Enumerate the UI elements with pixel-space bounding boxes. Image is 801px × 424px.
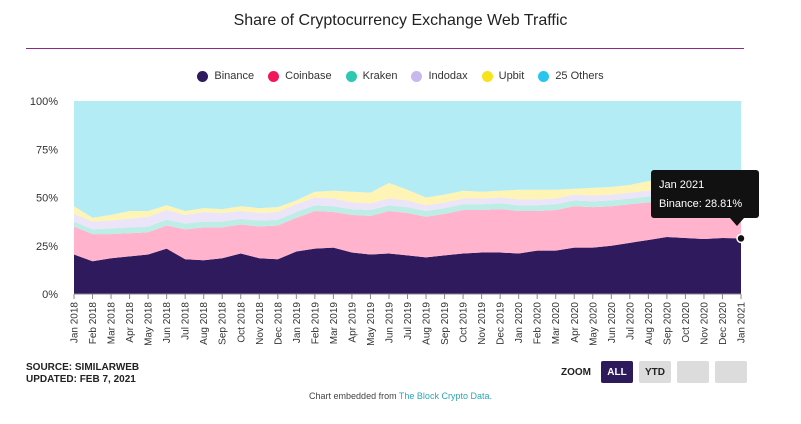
x-tick-label: Jan 2021 [737,302,748,344]
zoom-label: ZOOM [561,366,591,378]
x-tick-label: May 2018 [144,302,155,346]
x-tick-label: Jul 2018 [181,302,192,340]
zoom-ytd-button[interactable]: YTD [639,361,671,383]
legend-label-indodax: Indodax [428,70,468,82]
zoom-range-start-input[interactable] [677,361,709,383]
x-tick-label: Mar 2020 [551,302,562,345]
title-divider [26,48,744,49]
legend-swatch-indodax [411,70,423,82]
x-tick-label: Dec 2020 [718,302,729,345]
x-tick-label: Jan 2018 [70,302,81,344]
x-tick-label: Jul 2020 [625,302,636,340]
y-tick-label: 100% [30,96,58,108]
x-tick-label: Dec 2018 [273,302,284,345]
area-series-coinbase[interactable] [74,197,741,262]
legend-label-kraken: Kraken [362,70,398,82]
x-tick-label: Nov 2019 [477,302,488,345]
x-tick-label: Apr 2018 [125,302,136,343]
x-tick-label: Oct 2020 [681,302,692,343]
area-series-binance[interactable] [74,237,741,294]
x-tick-label: Feb 2020 [533,302,544,345]
legend: Binance Coinbase Kraken Indodax Upbit 25… [0,70,801,82]
legend-label-others: 25 Others [555,70,604,82]
x-tick-label: Apr 2020 [570,302,581,343]
legend-item-others[interactable]: 25 Others [538,70,604,82]
y-tick-label: 50% [36,193,58,205]
updated-text: UPDATED: FEB 7, 2021 [26,374,136,385]
x-tick-label: Mar 2019 [329,302,340,345]
x-tick-label: Sep 2019 [440,302,451,345]
y-tick-label: 75% [36,144,58,156]
x-tick-label: Jan 2019 [292,302,303,344]
x-tick-label: Apr 2019 [347,302,358,343]
area-series-indodax[interactable] [74,186,741,230]
x-tick-label: May 2019 [366,302,377,346]
x-tick-label: Oct 2019 [459,302,470,343]
x-tick-label: Feb 2019 [310,302,321,345]
legend-swatch-upbit [481,70,493,82]
source-block: SOURCE: SIMILARWEB UPDATED: FEB 7, 2021 [26,362,139,386]
x-tick-label: Sep 2018 [218,302,229,345]
area-series-upbit[interactable] [74,178,741,222]
x-tick-label: May 2020 [588,302,599,346]
tooltip-date: Jan 2021 [659,179,705,191]
x-tick-label: Mar 2018 [107,302,118,345]
chart-tooltip: Jan 2021 Binance: 28.81% [651,170,759,218]
x-tick-label: Dec 2019 [496,302,507,345]
legend-item-coinbase[interactable]: Coinbase [268,70,332,82]
x-tick-label: Nov 2018 [255,302,266,345]
x-tick-label: Nov 2020 [699,302,710,345]
legend-item-binance[interactable]: Binance [197,70,254,82]
legend-label-coinbase: Coinbase [285,70,332,82]
chart-title: Share of Cryptocurrency Exchange Web Tra… [233,12,568,29]
legend-swatch-kraken [345,70,357,82]
x-tick-label: Jul 2019 [403,302,414,340]
legend-label-binance: Binance [214,70,255,82]
highlight-point[interactable] [736,233,746,244]
legend-item-upbit[interactable]: Upbit [481,70,525,82]
legend-label-upbit: Upbit [498,70,525,82]
x-tick-label: Aug 2019 [422,302,433,345]
embed-link[interactable]: The Block Crypto Data. [398,391,492,401]
y-tick-label: 25% [36,241,58,253]
legend-swatch-binance [197,70,209,82]
legend-item-kraken[interactable]: Kraken [345,70,398,82]
area-series-25-others[interactable] [74,101,741,218]
embed-credit: Chart embedded from The Block Crypto Dat… [0,391,801,401]
legend-swatch-others [538,70,550,82]
zoom-all-button[interactable]: ALL [601,361,633,383]
x-tick-label: Sep 2020 [662,302,673,345]
zoom-range-end-input[interactable] [715,361,747,383]
source-text: SOURCE: SIMILARWEB [26,362,140,373]
x-tick-label: Jun 2020 [607,302,618,344]
tooltip-value: Binance: 28.81% [659,198,743,210]
y-tick-label: 0% [42,289,58,301]
x-tick-label: Jun 2019 [384,302,395,344]
x-tick-label: Aug 2020 [644,302,655,345]
legend-item-indodax[interactable]: Indodax [411,70,468,82]
zoom-controls: ZOOM ALL YTD [561,361,747,383]
tooltip-arrow [730,218,744,226]
x-tick-label: Oct 2018 [236,302,247,343]
x-tick-label: Jan 2020 [514,302,525,344]
area-series-kraken[interactable] [74,191,741,235]
x-tick-label: Aug 2018 [199,302,210,345]
embed-prefix: Chart embedded from [309,391,399,401]
x-tick-label: Feb 2018 [88,302,99,345]
legend-swatch-coinbase [268,70,280,82]
x-tick-label: Jun 2018 [162,302,173,344]
